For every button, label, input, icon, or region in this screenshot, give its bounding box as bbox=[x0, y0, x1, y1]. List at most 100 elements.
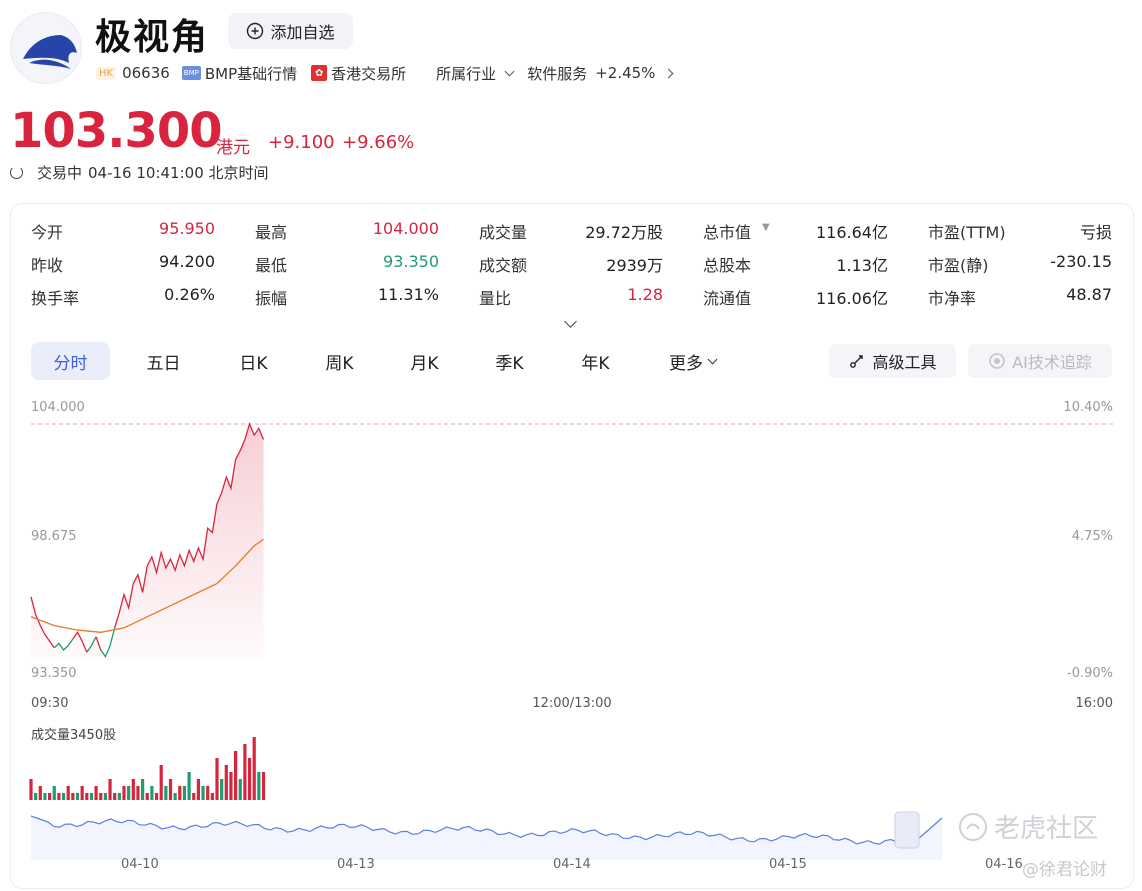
volume-bar bbox=[252, 737, 256, 800]
tab-0[interactable]: 分时 bbox=[31, 342, 110, 380]
tab-6[interactable]: 年K bbox=[556, 342, 635, 380]
add-watchlist-button[interactable]: 添加自选 bbox=[228, 13, 353, 49]
quote-label: 换手率 bbox=[31, 289, 80, 308]
volume-bar bbox=[168, 779, 173, 800]
plus-circle-icon bbox=[247, 22, 264, 40]
caret-down-icon[interactable]: ▼ bbox=[762, 222, 770, 233]
volume-bar bbox=[57, 793, 61, 800]
tab-1[interactable]: 五日 bbox=[124, 342, 203, 380]
tools-icon bbox=[850, 355, 864, 368]
volume-bar bbox=[94, 786, 98, 800]
volume-bar bbox=[117, 793, 121, 800]
volume-bar bbox=[75, 793, 80, 800]
tab-2[interactable]: 日K bbox=[214, 342, 293, 380]
volume-bar bbox=[192, 793, 196, 800]
quote-value: 1.13亿 bbox=[836, 256, 888, 275]
volume-bar bbox=[257, 772, 261, 800]
tab-label: 月K bbox=[410, 353, 439, 374]
y-tick-left: 98.675 bbox=[31, 529, 77, 544]
industry-dropdown[interactable]: 所属行业 bbox=[436, 64, 497, 83]
volume-bar bbox=[178, 786, 182, 800]
tab-label: 年K bbox=[581, 353, 610, 374]
avg-price-line bbox=[30, 538, 264, 633]
y-tick-left: 104.000 bbox=[31, 400, 85, 415]
x-tick-label: 16:00 bbox=[1076, 696, 1113, 711]
overview-date-label: 04-15 bbox=[769, 857, 807, 872]
last-price: 103.300 bbox=[10, 103, 223, 159]
volume-bar bbox=[108, 779, 112, 800]
ai-icon bbox=[989, 353, 1005, 369]
volume-bar bbox=[122, 786, 126, 800]
volume-bar bbox=[131, 779, 135, 800]
quote-label: 最高 bbox=[255, 223, 288, 242]
sector-link[interactable]: 软件服务 bbox=[527, 64, 588, 83]
volume-bar bbox=[38, 786, 42, 800]
volume-bar bbox=[261, 772, 266, 800]
price-line bbox=[100, 627, 116, 659]
overview-date-label: 04-13 bbox=[337, 857, 375, 872]
volume-label: 成交量3450股 bbox=[31, 728, 117, 743]
quote-label: 市盈(静) bbox=[928, 256, 989, 275]
ai-tracking-button[interactable]: AI技术追踪 bbox=[968, 344, 1112, 378]
quote-label: 昨收 bbox=[31, 256, 64, 275]
volume-bar bbox=[159, 765, 163, 800]
ai-tracking-label: AI技术追踪 bbox=[1012, 353, 1092, 372]
tab-5[interactable]: 季K bbox=[470, 342, 549, 380]
price-line bbox=[95, 636, 102, 651]
volume-bar bbox=[215, 758, 219, 800]
currency: 港元 bbox=[216, 138, 250, 158]
quote-label: 振幅 bbox=[255, 289, 288, 308]
volume-bar bbox=[80, 786, 84, 800]
volume-bar bbox=[229, 772, 233, 800]
y-tick-right: 10.40% bbox=[1063, 400, 1113, 415]
market-badge: HK bbox=[96, 66, 117, 80]
volume-bar bbox=[201, 786, 205, 800]
volume-bar bbox=[164, 786, 168, 800]
bmp-label[interactable]: BMP基础行情 bbox=[204, 64, 298, 83]
volume-bar bbox=[52, 786, 56, 800]
watermark-brand: 老虎社区 bbox=[994, 814, 1099, 844]
price-line bbox=[72, 631, 88, 653]
quote-label: 流通值 bbox=[703, 289, 752, 308]
tab-7[interactable]: 更多 bbox=[645, 342, 740, 380]
stock-code: 06636 bbox=[122, 64, 170, 82]
volume-bar bbox=[29, 779, 33, 800]
trading-status: 交易中 04-16 10:41:00 北京时间 bbox=[10, 162, 269, 183]
volume-bar bbox=[234, 751, 238, 800]
tab-3[interactable]: 周K bbox=[300, 342, 379, 380]
quote-label: 总市值 bbox=[703, 223, 752, 242]
quote-value: 104.000 bbox=[372, 219, 439, 238]
volume-bar bbox=[196, 779, 200, 800]
quote-label: 量比 bbox=[479, 289, 512, 308]
quote-label: 市盈(TTM) bbox=[928, 223, 1006, 242]
volume-bar bbox=[43, 793, 47, 800]
overview-line bbox=[30, 815, 943, 845]
quote-label: 总股本 bbox=[703, 256, 752, 275]
quote-value: 亏损 bbox=[1079, 223, 1112, 242]
stock-name: 极视角 bbox=[95, 17, 210, 58]
price-line bbox=[53, 638, 74, 652]
watermark: 老虎社区 bbox=[958, 808, 1098, 845]
volume-bar bbox=[145, 793, 149, 800]
tab-label: 季K bbox=[495, 353, 524, 374]
volume-bar bbox=[85, 793, 89, 800]
y-tick-right: 4.75% bbox=[1072, 529, 1113, 544]
loading-icon bbox=[10, 166, 23, 179]
quote-value: 1.28 bbox=[627, 285, 663, 304]
advanced-tools-button[interactable]: 高级工具 bbox=[829, 344, 956, 378]
volume-bar bbox=[247, 758, 252, 800]
volume-bar bbox=[34, 793, 38, 800]
volume-bar bbox=[71, 793, 75, 800]
volume-bar bbox=[238, 779, 242, 800]
volume-bar bbox=[141, 779, 145, 800]
volume-bar bbox=[103, 793, 107, 800]
price-line bbox=[30, 596, 55, 649]
quote-value: 93.350 bbox=[383, 252, 439, 271]
tab-4[interactable]: 月K bbox=[385, 342, 464, 380]
volume-bar bbox=[187, 772, 191, 800]
quote-value: 2939万 bbox=[606, 256, 663, 275]
volume-bar bbox=[150, 786, 154, 800]
advanced-tools-label: 高级工具 bbox=[872, 353, 937, 372]
tab-label: 五日 bbox=[146, 353, 181, 374]
